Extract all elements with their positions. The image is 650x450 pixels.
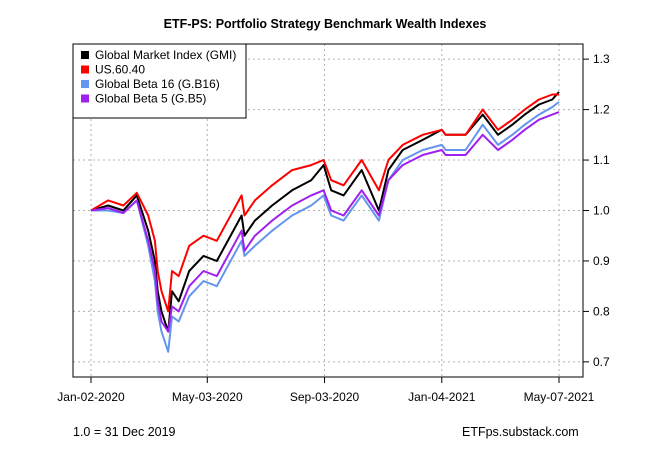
y-tick-label: 0.9 <box>593 254 610 268</box>
series-line-2 <box>90 93 559 313</box>
y-tick-label: 0.7 <box>593 355 610 369</box>
legend-label: Global Beta 5 (G.B5) <box>95 92 206 106</box>
legend-swatch <box>81 94 89 103</box>
series-line-4 <box>90 111 560 333</box>
y-tick-label: 1.0 <box>593 204 610 218</box>
legend-label: Global Beta 16 (G.B16) <box>95 77 220 91</box>
x-tick-label: Jan-04-2021 <box>408 390 476 404</box>
legend-box <box>72 43 247 119</box>
x-axis: Jan-02-2020 May-03-2020 Sep-03-2020 Jan-04-… <box>57 377 595 404</box>
legend-swatch <box>81 65 89 74</box>
y-axis: 0.7 0.8 0.9 1.0 1.1 1.2 1.3 <box>583 52 610 369</box>
series-lines <box>90 91 560 353</box>
legend-swatch <box>81 80 89 88</box>
series-line-1 <box>90 91 560 333</box>
y-tick-label: 1.2 <box>593 103 610 117</box>
y-tick-label: 1.3 <box>593 52 610 66</box>
legend-swatch <box>81 51 89 59</box>
x-tick-label: Sep-03-2020 <box>290 390 360 404</box>
footer-baseline-note: 1.0 = 31 Dec 2019 <box>73 425 176 439</box>
legend: Global Market Index (GMI)US.60.40Global … <box>72 43 247 119</box>
x-tick-label: May-03-2020 <box>172 390 243 404</box>
x-tick-label: Jan-02-2020 <box>57 390 125 404</box>
y-tick-label: 1.1 <box>593 153 610 167</box>
legend-label: US.60.40 <box>95 63 145 77</box>
legend-label: Global Market Index (GMI) <box>95 48 236 62</box>
y-tick-label: 0.8 <box>593 304 610 318</box>
x-tick-label: May-07-2021 <box>524 390 595 404</box>
series-line-3 <box>91 101 560 353</box>
footer-source: ETFps.substack.com <box>462 425 579 439</box>
chart-title: ETF-PS: Portfolio Strategy Benchmark Wea… <box>164 17 487 31</box>
